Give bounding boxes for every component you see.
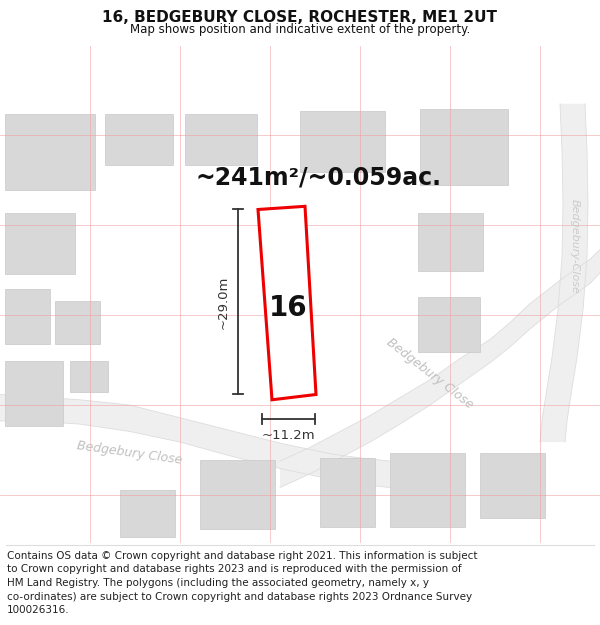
Bar: [390, 452, 465, 527]
Text: Bedgebury-Close: Bedgebury-Close: [570, 199, 580, 294]
Text: 16: 16: [269, 294, 307, 322]
Bar: [420, 109, 508, 185]
Bar: [418, 213, 483, 271]
Bar: [55, 301, 100, 344]
Bar: [120, 489, 175, 538]
Bar: [70, 361, 108, 392]
Bar: [480, 452, 545, 518]
Text: Map shows position and indicative extent of the property.: Map shows position and indicative extent…: [130, 22, 470, 36]
Text: Bedgebury Close: Bedgebury Close: [76, 439, 184, 466]
Bar: [320, 458, 375, 527]
Polygon shape: [280, 249, 600, 488]
Bar: [5, 114, 95, 191]
Text: Bedgebury Close: Bedgebury Close: [384, 336, 476, 411]
Polygon shape: [258, 206, 316, 400]
Bar: [200, 460, 275, 529]
Text: ~11.2m: ~11.2m: [262, 429, 316, 442]
Bar: [5, 361, 63, 426]
Bar: [185, 114, 257, 165]
Text: 16, BEDGEBURY CLOSE, ROCHESTER, ME1 2UT: 16, BEDGEBURY CLOSE, ROCHESTER, ME1 2UT: [103, 10, 497, 25]
Bar: [5, 213, 75, 274]
Text: Contains OS data © Crown copyright and database right 2021. This information is : Contains OS data © Crown copyright and d…: [7, 551, 478, 615]
Bar: [5, 289, 50, 344]
Polygon shape: [0, 394, 390, 488]
Polygon shape: [540, 104, 588, 442]
Bar: [300, 111, 385, 173]
Bar: [105, 114, 173, 165]
Text: ~241m²/~0.059ac.: ~241m²/~0.059ac.: [195, 166, 441, 190]
Bar: [418, 298, 480, 352]
Text: ~29.0m: ~29.0m: [217, 275, 230, 329]
